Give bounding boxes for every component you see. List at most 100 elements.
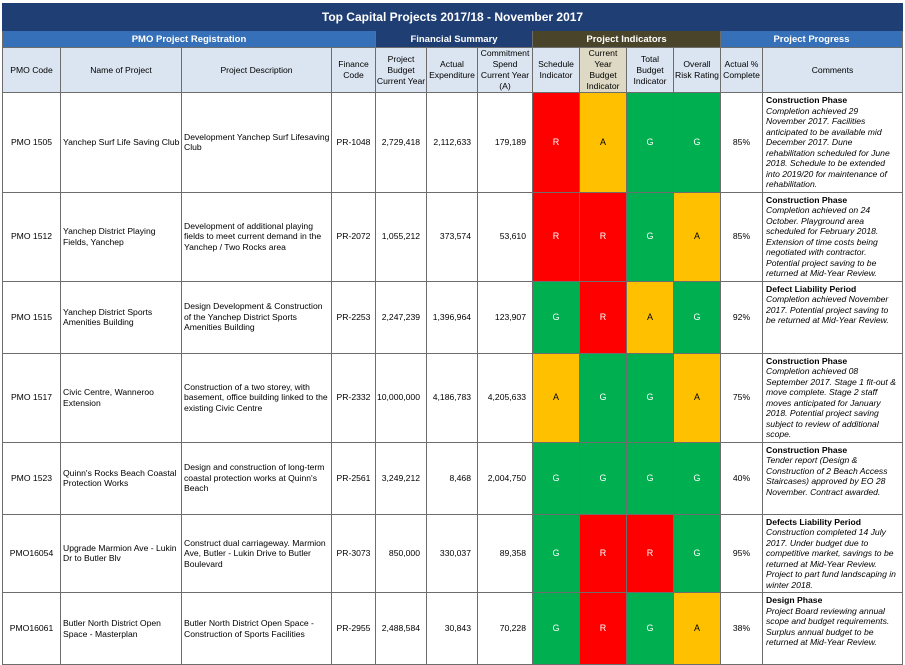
total-budget-indicator: G xyxy=(626,592,674,665)
report-title: Top Capital Projects 2017/18 - November … xyxy=(2,3,903,31)
total-budget-indicator: A xyxy=(626,280,674,354)
budget-cell: 2,729,418 xyxy=(375,92,427,193)
comment-phase: Defect Liability Period xyxy=(766,283,857,294)
commitment-cell: 4,205,633 xyxy=(477,352,533,443)
table-row: PMO 1512 Yanchep District Playing Fields,… xyxy=(2,191,903,282)
overall-risk-indicator: A xyxy=(673,352,721,443)
current-year-budget-indicator: G xyxy=(579,441,627,515)
comments-cell: Defects Liability Period Construction com… xyxy=(762,513,903,593)
table-row: PMO 1523 Quinn's Rocks Beach Coastal Prot… xyxy=(2,441,903,515)
overall-risk-indicator: A xyxy=(673,592,721,665)
table-row: PMO 1505 Yanchep Surf Life Saving Club Dev… xyxy=(2,92,903,193)
percent-complete-cell: 85% xyxy=(720,191,763,282)
finance-code-cell: PR-3073 xyxy=(331,513,376,593)
project-name-cell: Yanchep District Sports Amenities Buildi… xyxy=(60,280,182,354)
group-financial-summary: Financial Summary xyxy=(375,30,533,48)
budget-cell: 850,000 xyxy=(375,513,427,593)
group-project-progress: Project Progress xyxy=(720,30,903,48)
total-budget-indicator: G xyxy=(626,441,674,515)
overall-risk-indicator: G xyxy=(673,513,721,593)
comments-cell: Defect Liability Period Completion achiev… xyxy=(762,280,903,354)
project-name-cell: Butler North District Open Space - Maste… xyxy=(60,592,182,665)
schedule-indicator: G xyxy=(532,280,580,354)
pmo-code-cell: PMO 1523 xyxy=(2,441,61,515)
comment-text: Completion achieved on 24 October. Playg… xyxy=(766,205,879,278)
col-header-risk: Overall Risk Rating xyxy=(673,47,721,93)
finance-code-cell: PR-1048 xyxy=(331,92,376,193)
schedule-indicator: R xyxy=(532,92,580,193)
budget-cell: 2,247,239 xyxy=(375,280,427,354)
comments-cell: Construction Phase Tender report (Design … xyxy=(762,441,903,515)
actual-expenditure-cell: 4,186,783 xyxy=(426,352,478,443)
overall-risk-indicator: G xyxy=(673,280,721,354)
actual-expenditure-cell: 2,112,633 xyxy=(426,92,478,193)
schedule-indicator: A xyxy=(532,352,580,443)
total-budget-indicator: G xyxy=(626,92,674,193)
pmo-code-cell: PMO16054 xyxy=(2,513,61,593)
comment-phase: Construction Phase xyxy=(766,194,848,205)
project-name-cell: Yanchep Surf Life Saving Club xyxy=(60,92,182,193)
budget-cell: 3,249,212 xyxy=(375,441,427,515)
overall-risk-indicator: G xyxy=(673,92,721,193)
actual-expenditure-cell: 330,037 xyxy=(426,513,478,593)
current-year-budget-indicator: G xyxy=(579,352,627,443)
schedule-indicator: G xyxy=(532,592,580,665)
project-description-cell: Construct dual carriageway. Marmion Ave,… xyxy=(181,513,332,593)
group-project-indicators: Project Indicators xyxy=(532,30,721,48)
pmo-code-cell: PMO 1505 xyxy=(2,92,61,193)
col-header-name: Name of Project xyxy=(60,47,182,93)
comment-text: Completion achieved 29 November 2017. Fa… xyxy=(766,105,890,190)
current-year-budget-indicator: A xyxy=(579,92,627,193)
commitment-cell: 2,004,750 xyxy=(477,441,533,515)
current-year-budget-indicator: R xyxy=(579,280,627,354)
commitment-cell: 123,907 xyxy=(477,280,533,354)
actual-expenditure-cell: 1,396,964 xyxy=(426,280,478,354)
col-header-comments: Comments xyxy=(762,47,903,93)
comments-cell: Construction Phase Completion achieved 29… xyxy=(762,92,903,193)
finance-code-cell: PR-2955 xyxy=(331,592,376,665)
overall-risk-indicator: G xyxy=(673,441,721,515)
commitment-cell: 70,228 xyxy=(477,592,533,665)
pmo-code-cell: PMO 1512 xyxy=(2,191,61,282)
budget-cell: 1,055,212 xyxy=(375,191,427,282)
comment-phase: Design Phase xyxy=(766,595,823,605)
project-description-cell: Development Yanchep Surf Lifesaving Club xyxy=(181,92,332,193)
percent-complete-cell: 38% xyxy=(720,592,763,665)
table-row: PMO 1517 Civic Centre, Wanneroo Extension… xyxy=(2,352,903,443)
percent-complete-cell: 85% xyxy=(720,92,763,193)
comment-text: Tender report (Design & Construction of … xyxy=(766,455,888,497)
schedule-indicator: R xyxy=(532,191,580,282)
table-row: PMO 1515 Yanchep District Sports Amenitie… xyxy=(2,280,903,354)
project-description-cell: Design and construction of long-term coa… xyxy=(181,441,332,515)
comment-text: Construction completed 14 July 2017. Und… xyxy=(766,527,896,590)
col-header-cy-budget: Current Year Budget Indicator xyxy=(579,47,627,93)
percent-complete-cell: 92% xyxy=(720,280,763,354)
project-description-cell: Construction of a two storey, with basem… xyxy=(181,352,332,443)
project-description-cell: Design Development & Construction of the… xyxy=(181,280,332,354)
capital-projects-sheet: Top Capital Projects 2017/18 - November … xyxy=(2,3,903,665)
project-name-cell: Civic Centre, Wanneroo Extension xyxy=(60,352,182,443)
col-header-commitment: Commitment Spend Current Year (A) xyxy=(477,47,533,93)
col-header-finance-code: Finance Code xyxy=(331,47,376,93)
commitment-cell: 179,189 xyxy=(477,92,533,193)
commitment-cell: 89,358 xyxy=(477,513,533,593)
comments-cell: Construction Phase Completion achieved on… xyxy=(762,191,903,282)
commitment-cell: 53,610 xyxy=(477,191,533,282)
schedule-indicator: G xyxy=(532,513,580,593)
budget-cell: 2,488,584 xyxy=(375,592,427,665)
comment-text: Project Board reviewing annual scope and… xyxy=(766,605,890,648)
group-pmo-registration: PMO Project Registration xyxy=(2,30,376,48)
project-name-cell: Upgrade Marmion Ave - Lukin Dr to Butler… xyxy=(60,513,182,593)
current-year-budget-indicator: R xyxy=(579,191,627,282)
finance-code-cell: PR-2561 xyxy=(331,441,376,515)
table-row: PMO16054 Upgrade Marmion Ave - Lukin Dr t… xyxy=(2,513,903,593)
col-header-actual: Actual Expenditure xyxy=(426,47,478,93)
finance-code-cell: PR-2072 xyxy=(331,191,376,282)
overall-risk-indicator: A xyxy=(673,191,721,282)
col-header-budget: Project Budget Current Year xyxy=(375,47,427,93)
total-budget-indicator: R xyxy=(626,513,674,593)
project-description-cell: Butler North District Open Space - Const… xyxy=(181,592,332,665)
project-description-cell: Development of additional playing fields… xyxy=(181,191,332,282)
comment-text: Completion achieved 08 September 2017. S… xyxy=(766,366,896,439)
col-header-pct: Actual % Complete xyxy=(720,47,763,93)
